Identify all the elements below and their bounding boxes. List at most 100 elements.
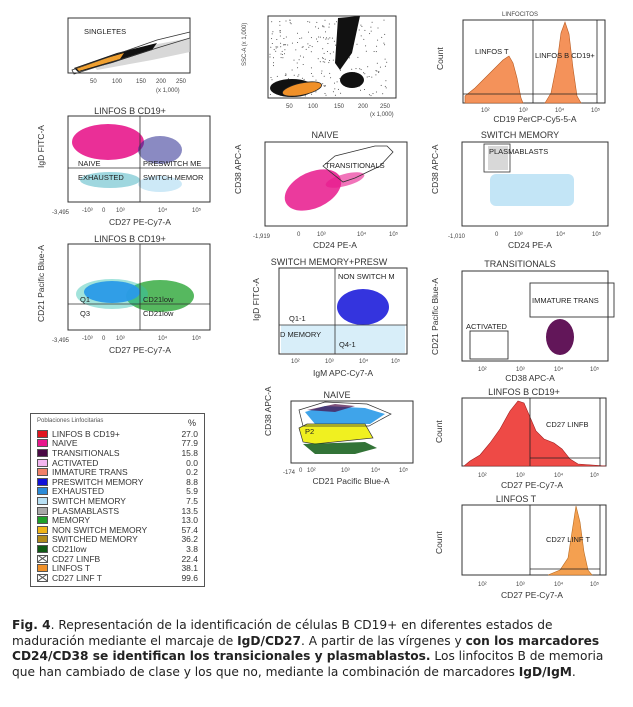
- scatter-point: [317, 58, 319, 60]
- scatter-point: [284, 53, 285, 55]
- scatter-point: [299, 55, 301, 57]
- y-label: IgD FITC-A: [251, 278, 261, 321]
- panel-title: LINFOS B CD19+: [488, 387, 560, 397]
- scatter-cloud-plasmablasts: [488, 146, 508, 170]
- scatter-point: [383, 42, 385, 44]
- scatter-point: [315, 26, 317, 28]
- scatter-point: [364, 89, 365, 90]
- scatter-point: [375, 91, 377, 93]
- legend-item-name: PLASMABLASTS: [52, 505, 120, 516]
- scatter-point: [384, 33, 386, 35]
- scatter-point: [302, 46, 304, 48]
- scatter-point: [369, 33, 371, 35]
- x-tick: 10²: [307, 468, 316, 474]
- scatter-point: [280, 42, 282, 44]
- x-label: CD27 PE-Cy7-A: [501, 480, 563, 490]
- legend-swatch: [37, 535, 48, 544]
- gate-label: PRESWITCH ME: [143, 159, 201, 168]
- gate-label: ACTIVATED: [466, 322, 508, 331]
- gate-label: Q4-1: [339, 340, 356, 349]
- scatter-point: [367, 66, 369, 68]
- legend-item: TRANSITIONALS 15.8: [37, 448, 198, 458]
- scatter-point: [279, 21, 281, 23]
- scatter-point: [332, 91, 334, 93]
- legend-item-name: PRESWITCH MEMORY: [52, 476, 144, 487]
- scatter-cloud-exhausted: [84, 281, 140, 303]
- x-tick: 250: [176, 79, 187, 85]
- scatter-point: [297, 67, 299, 69]
- x-label: CD21 Pacific Blue-A: [312, 476, 389, 486]
- x-tick: 10⁵: [399, 467, 409, 474]
- legend-item-value: 99.6: [181, 572, 198, 583]
- scatter-point: [356, 43, 358, 45]
- scatter-point: [311, 46, 313, 48]
- scatter-point: [273, 65, 274, 67]
- histogram-linfos-t: [464, 55, 524, 104]
- scatter-point: [280, 53, 282, 55]
- upper-gate: [298, 401, 392, 427]
- legend-item: NON SWITCH MEMORY 57.4: [37, 525, 198, 535]
- scatter-point: [269, 56, 271, 58]
- legend-swatch: [37, 544, 48, 553]
- gate-label: LINFOS T: [475, 47, 509, 56]
- scatter-point: [334, 88, 336, 90]
- scatter-point: [304, 95, 306, 97]
- panel-igd-igm: SWITCH MEMORY+PRESW NON SWITCH M Q1-1 D …: [225, 255, 415, 380]
- scatter-cloud-granulocytes: [335, 16, 360, 70]
- gate-label: CD27 LINF T: [546, 535, 590, 544]
- legend-item-value: 13.5: [181, 505, 198, 516]
- scatter-point: [310, 73, 312, 74]
- scatter-point: [316, 21, 318, 23]
- x-tick: 10³: [325, 359, 334, 365]
- legend-item-name: IMMATURE TRANS: [52, 467, 128, 478]
- x-tick: 10⁴: [554, 472, 564, 479]
- scatter-point: [328, 62, 330, 64]
- legend-item-name: ACTIVATED: [52, 457, 99, 468]
- scatter-point: [358, 29, 360, 31]
- legend-item-name: MEMORY: [52, 515, 91, 526]
- gate-label: CD27 LINFB: [546, 420, 589, 429]
- scatter-point: [321, 72, 322, 74]
- legend-item-name: SWITCH MEMORY: [52, 495, 126, 506]
- scatter-point: [326, 37, 327, 39]
- scatter-point: [378, 71, 380, 72]
- scatter-point: [318, 36, 320, 38]
- scatter-point: [279, 31, 281, 33]
- legend-swatch: [37, 429, 48, 438]
- caption-text: .: [571, 664, 576, 679]
- legend-swatch: [37, 477, 48, 486]
- scatter-point: [310, 37, 312, 39]
- legend-title: Poblaciones Linfocitarias: [37, 418, 104, 424]
- cd19-histogram: LINFOCITOS LINFOS T LINFOS B CD19+ Count…: [435, 12, 606, 124]
- scatter-cloud-preswitch: [138, 136, 182, 164]
- cd21-cd27-plot: LINFOS B CD19+ Q1 CD21low Q3 CD21low CD2…: [36, 234, 211, 355]
- legend-swatch: [37, 448, 48, 457]
- scatter-point: [322, 25, 324, 27]
- scatter-point: [339, 69, 341, 71]
- scatter-point: [302, 64, 304, 65]
- scatter-cloud-exhausted: [80, 172, 140, 188]
- panel-cd27-linfb-hist: LINFOS B CD19+ CD27 LINFB Count 10² 10³ …: [420, 385, 615, 490]
- scatter-point: [279, 35, 281, 37]
- scatter-point: [334, 94, 336, 96]
- scatter-point: [365, 45, 367, 47]
- scatter-point: [296, 62, 298, 64]
- histogram-linfos-b: [544, 21, 582, 104]
- scatter-point: [360, 89, 361, 91]
- y-label: SSC-A (x 1,000): [242, 23, 248, 66]
- legend-item-value: 15.8: [181, 447, 198, 458]
- scatter-point: [275, 50, 277, 52]
- y-label: CD38 APC-A: [263, 386, 273, 436]
- scatter-point: [310, 51, 312, 53]
- panel-linfocitos-gate: SSC-A (x 1,000) 50 100 150 200 250 (x 1,…: [240, 8, 410, 118]
- x-tick: 150: [136, 79, 147, 85]
- gate-label: PLASMABLASTS: [489, 147, 548, 156]
- panel-naive-cd38-cd21: NAIVE P2 CD38 APC-A -174 0 10² 10³ 10⁴ 1…: [255, 386, 420, 486]
- gate-label: LINFOS B CD19+: [535, 51, 595, 60]
- x-tick: 100: [112, 79, 123, 85]
- x-tick: 0: [102, 208, 106, 214]
- x-tick: -3,495: [52, 210, 70, 216]
- scatter-point: [384, 58, 386, 60]
- scatter-point: [317, 41, 319, 43]
- scatter-point: [383, 19, 385, 21]
